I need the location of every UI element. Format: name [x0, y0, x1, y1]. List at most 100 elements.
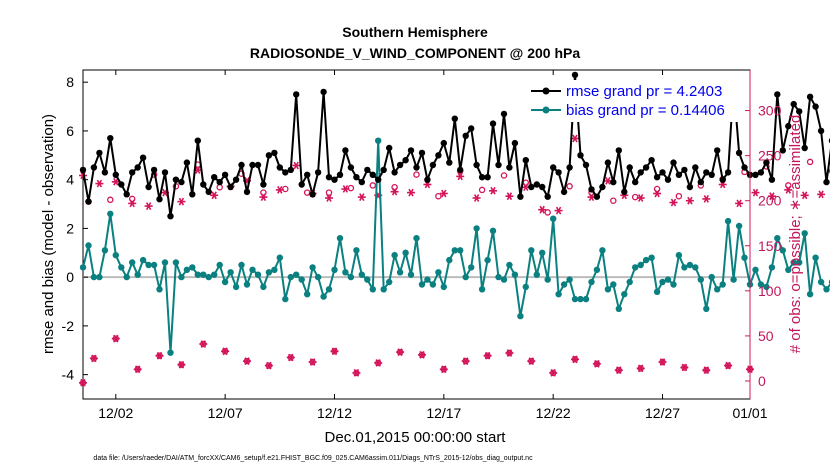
obs-assimilated-point: [275, 185, 284, 194]
bias-point: [271, 266, 278, 273]
y-right-tick-label: 0: [758, 373, 766, 389]
rmse-point: [440, 139, 447, 147]
bias-point: [621, 291, 628, 298]
bias-point: [134, 271, 141, 278]
rmse-point: [642, 164, 650, 171]
bias-point: [96, 273, 103, 281]
bias-point: [637, 261, 644, 269]
bias-point: [375, 137, 382, 144]
bias-point: [735, 222, 743, 230]
rmse-point: [249, 161, 256, 169]
rmse-point: [134, 164, 141, 171]
rmse-point: [517, 193, 524, 200]
bias-point: [446, 256, 453, 264]
obs-assimilated-point: [95, 179, 104, 188]
legend-bias-label: bias grand pr = 0.14406: [566, 102, 725, 119]
obs-assimilated-low-point: [286, 353, 295, 362]
rmse-point: [407, 147, 415, 154]
bias-point: [730, 276, 737, 283]
bias-point: [435, 269, 442, 276]
rmse-point: [424, 176, 431, 183]
bias-point: [544, 276, 551, 283]
bias-point: [659, 278, 666, 286]
legend-rmse-marker: [542, 87, 550, 95]
rmse-point: [435, 152, 442, 159]
bias-point: [500, 276, 508, 283]
bias-point: [681, 264, 688, 271]
obs-possible-point: [785, 182, 792, 189]
bias-point: [741, 254, 748, 261]
rmse-point: [216, 178, 223, 186]
rmse-point: [796, 108, 803, 115]
rmse-point: [90, 164, 98, 171]
obs-assimilated-point: [735, 199, 744, 208]
rmse-point: [599, 183, 606, 191]
obs-possible-point: [566, 183, 573, 190]
obs-assimilated-low-point: [264, 361, 273, 370]
rmse-point: [205, 188, 212, 196]
rmse-point: [703, 169, 710, 176]
rmse-point: [779, 147, 786, 154]
rmse-point: [823, 178, 830, 186]
obs-possible-point: [610, 197, 617, 204]
obs-assimilated-low-point: [243, 357, 251, 366]
bias-point: [774, 235, 781, 242]
bias-point: [670, 281, 677, 288]
rmse-point: [708, 171, 715, 178]
rmse-point: [325, 174, 333, 181]
rmse-point: [692, 164, 699, 171]
obs-assimilated-point: [341, 185, 350, 193]
obs-assimilated-point: [210, 191, 219, 200]
bias-point: [347, 273, 355, 281]
y-tick-label: -4: [62, 367, 75, 383]
obs-possible-point: [369, 182, 377, 189]
rmse-point: [243, 188, 251, 196]
rmse-point: [129, 169, 136, 176]
bias-point: [309, 264, 316, 271]
bias-point: [801, 230, 808, 237]
bias-point: [610, 281, 617, 288]
bias-point: [221, 278, 229, 286]
obs-assimilated-low-point: [724, 361, 733, 370]
x-tick-label: 12/22: [536, 405, 571, 421]
data-file-footer: data file: /Users/raeder/DAI/ATM_forcXX/…: [93, 455, 533, 462]
bias-point: [599, 247, 606, 254]
rmse-point: [451, 115, 458, 122]
obs-assimilated-point: [685, 196, 694, 205]
rmse-point: [741, 164, 748, 171]
rmse-point: [801, 144, 808, 152]
rmse-point: [336, 171, 344, 178]
rmse-point: [735, 149, 743, 157]
bias-point: [724, 217, 732, 225]
bias-point: [823, 286, 830, 293]
y-tick-label: 4: [66, 172, 74, 188]
bias-point: [260, 283, 267, 291]
bias-point: [571, 295, 579, 303]
x-axis-label: Dec.01,2015 00:00:00 start: [325, 429, 507, 446]
obs-assimilated-point: [144, 202, 153, 210]
bias-point: [320, 293, 327, 300]
bias-point: [593, 266, 601, 273]
bias-point: [194, 271, 201, 278]
bias-point: [615, 305, 622, 312]
rmse-point: [112, 171, 120, 178]
bias-point: [407, 271, 415, 278]
rmse-point: [375, 176, 382, 183]
bias-point: [380, 286, 387, 293]
obs-assimilated-low-point: [177, 360, 186, 369]
y-right-tick-label: 100: [758, 283, 782, 299]
y-right-tick-label: 250: [758, 148, 782, 164]
bias-point: [708, 273, 715, 281]
rmse-point: [675, 171, 683, 178]
bias-point: [473, 225, 480, 232]
obs-assimilated-low-point: [374, 359, 383, 367]
bias-point: [817, 278, 825, 286]
rmse-point: [670, 159, 677, 166]
obs-possible-point: [347, 184, 355, 192]
rmse-point: [489, 120, 497, 127]
bias-point: [626, 278, 633, 286]
rmse-point: [331, 176, 338, 183]
obs-possible-point: [653, 185, 661, 193]
rmse-point: [511, 139, 519, 147]
bias-point: [522, 283, 529, 291]
